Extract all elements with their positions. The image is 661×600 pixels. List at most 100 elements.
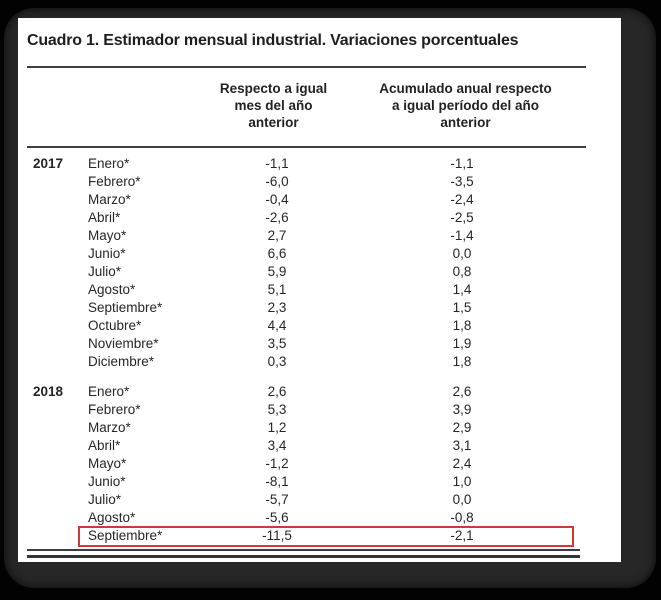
month-cell: Julio* [88, 264, 122, 279]
month-cell: Enero* [88, 384, 130, 399]
value-monthly: 2,6 [267, 384, 287, 399]
value-monthly: 6,6 [267, 246, 287, 261]
value-accumulated: 0,0 [452, 246, 472, 261]
month-cell: Septiembre* [88, 528, 163, 543]
month-cell: Diciembre* [88, 354, 155, 369]
value-monthly: -5,6 [265, 510, 289, 525]
month-cell: Noviembre* [88, 336, 159, 351]
column-spacer [337, 191, 402, 209]
year-cell [33, 473, 88, 491]
month-cell: Marzo* [88, 420, 131, 435]
month-cell: Febrero* [88, 174, 141, 189]
value-monthly: -11,5 [262, 528, 292, 543]
column-spacer [337, 245, 402, 263]
table-row: Abril* 3,4 3,1 [18, 437, 621, 455]
column-spacer [337, 401, 402, 419]
year-cell [33, 299, 88, 317]
table-row: Agosto* -5,6 -0,8 [18, 509, 621, 527]
value-accumulated: 1,0 [452, 474, 472, 489]
month-cell: Mayo* [88, 228, 127, 243]
year-cell [33, 281, 88, 299]
value-accumulated: 0,8 [452, 264, 472, 279]
table-row: Septiembre* 2,3 1,5 [18, 299, 621, 317]
table-row: Mayo* -1,2 2,4 [18, 455, 621, 473]
value-accumulated: 3,1 [452, 438, 472, 453]
column-spacer [337, 473, 402, 491]
table-row: Febrero* -6,0 -3,5 [18, 173, 621, 191]
year-cell [33, 401, 88, 419]
column-header-accumulated-line3: anterior [440, 115, 491, 130]
value-accumulated: -2,5 [450, 210, 474, 225]
column-header-accumulated-line2: a igual período del año [391, 98, 540, 113]
month-cell: Octubre* [88, 318, 142, 333]
year-cell [33, 335, 88, 353]
month-cell: Septiembre* [88, 300, 163, 315]
table-row: 2018 Enero* 2,6 2,6 [18, 383, 621, 401]
value-monthly: -2,6 [265, 210, 289, 225]
column-header-accumulated-line1: Acumulado anual respecto [379, 81, 552, 96]
column-header-monthly-line3: anterior [248, 115, 299, 130]
column-spacer [337, 491, 402, 509]
column-header-monthly-line2: mes del año [234, 98, 313, 113]
month-cell: Abril* [88, 438, 121, 453]
value-monthly: 5,1 [267, 282, 287, 297]
value-monthly: -5,7 [265, 492, 289, 507]
column-spacer [337, 437, 402, 455]
year-cell [33, 527, 88, 545]
value-monthly: 2,7 [267, 228, 287, 243]
column-spacer [337, 383, 402, 401]
month-cell: Junio* [88, 474, 126, 489]
year-cell [33, 173, 88, 191]
year-cell [33, 227, 88, 245]
divider-under-title [27, 66, 586, 68]
value-monthly: 5,3 [267, 402, 287, 417]
table-row: Junio* 6,6 0,0 [18, 245, 621, 263]
value-monthly: 4,4 [267, 318, 287, 333]
month-cell: Marzo* [88, 192, 131, 207]
value-monthly: -1,2 [265, 456, 289, 471]
table-row: Julio* -5,7 0,0 [18, 491, 621, 509]
year-cell [33, 491, 88, 509]
table-row: Marzo* 1,2 2,9 [18, 419, 621, 437]
table-row: Mayo* 2,7 -1,4 [18, 227, 621, 245]
column-spacer [337, 509, 402, 527]
value-monthly: 3,5 [267, 336, 287, 351]
value-accumulated: 1,5 [452, 300, 472, 315]
value-monthly: -8,1 [265, 474, 289, 489]
year-cell: 2017 [33, 156, 64, 171]
value-accumulated: 2,6 [452, 384, 472, 399]
column-header-monthly-line1: Respecto a igual [219, 81, 328, 96]
year-cell [33, 263, 88, 281]
value-accumulated: -2,4 [450, 192, 474, 207]
value-accumulated: 0,0 [452, 492, 472, 507]
value-accumulated: -3,5 [450, 174, 474, 189]
column-spacer [337, 281, 402, 299]
column-spacer [337, 299, 402, 317]
year-cell [33, 245, 88, 263]
value-accumulated: 1,4 [452, 282, 472, 297]
column-spacer [337, 455, 402, 473]
table-row: Abril* -2,6 -2,5 [18, 209, 621, 227]
value-accumulated: 3,9 [452, 402, 472, 417]
column-spacer [337, 173, 402, 191]
value-monthly: 2,3 [267, 300, 287, 315]
table-row: Diciembre* 0,3 1,8 [18, 353, 621, 371]
table-row: Julio* 5,9 0,8 [18, 263, 621, 281]
table-row: Agosto* 5,1 1,4 [18, 281, 621, 299]
value-accumulated: -0,8 [450, 510, 474, 525]
value-accumulated: -1,1 [450, 156, 474, 171]
value-monthly: -0,4 [265, 192, 289, 207]
column-spacer [337, 335, 402, 353]
column-header-monthly: Respecto a igual mes del año anterior [186, 80, 361, 131]
year-cell [33, 353, 88, 371]
value-monthly: 5,9 [267, 264, 287, 279]
column-spacer [337, 353, 402, 371]
year-cell [33, 191, 88, 209]
value-accumulated: -2,1 [450, 528, 474, 543]
bottom-divider-thin [27, 549, 580, 551]
table-row: 2017 Enero* -1,1 -1,1 [18, 155, 621, 173]
year-cell: 2018 [33, 384, 64, 399]
value-monthly: 1,2 [267, 420, 287, 435]
column-header-accumulated: Acumulado anual respecto a igual período… [343, 80, 588, 131]
